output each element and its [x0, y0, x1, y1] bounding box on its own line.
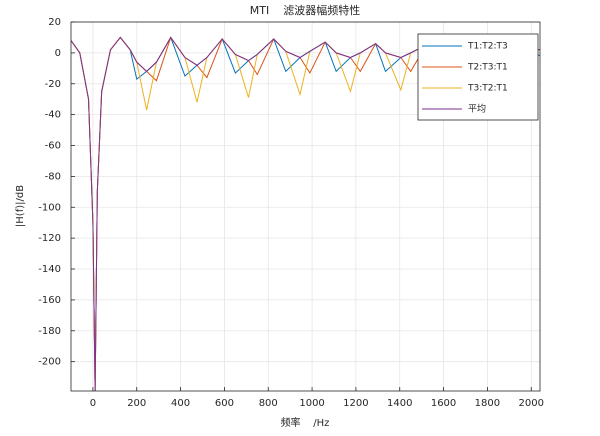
y-tick-label: -200	[38, 357, 61, 368]
y-tick-label: -80	[45, 171, 61, 182]
x-tick-label: 1000	[299, 398, 324, 409]
x-tick-label: 2000	[519, 398, 544, 409]
x-tick-label: 400	[171, 398, 190, 409]
x-tick-label: 1600	[431, 398, 456, 409]
y-tick-label: -120	[38, 233, 61, 244]
y-tick-label: 0	[55, 48, 61, 59]
y-tick-label: -140	[38, 264, 61, 275]
legend-label: T2:T3:T1	[467, 63, 508, 73]
legend-label: 平均	[468, 103, 486, 115]
x-tick-label: 0	[90, 398, 96, 409]
x-tick-label: 1400	[387, 398, 412, 409]
legend-box	[417, 33, 539, 121]
legend: T1:T2:T3 T2:T3:T1 T3:T2:T1 平均	[417, 33, 539, 121]
y-tick-label: 20	[48, 17, 61, 28]
y-tick-label: -180	[38, 326, 61, 337]
x-tick-label: 1200	[343, 398, 368, 409]
axes-box	[70, 21, 541, 392]
y-tick-label: -160	[38, 295, 61, 306]
y-axis-label: |H(f)|/dB	[15, 185, 26, 227]
x-tick-label: 600	[215, 398, 234, 409]
y-tick-label: -100	[38, 202, 61, 213]
x-tick-label: 800	[259, 398, 278, 409]
y-tick-label: -40	[45, 110, 61, 121]
grid	[71, 21, 540, 391]
legend-label: T3:T2:T1	[467, 84, 508, 94]
y-tick-label: -20	[45, 79, 61, 90]
x-axis-label: 频率 /Hz	[281, 416, 330, 429]
y-tick-label: -60	[45, 141, 61, 152]
x-tick-label: 1800	[475, 398, 500, 409]
chart-title: MTI 滤波器幅频特性	[250, 3, 360, 17]
x-tick-label: 200	[127, 398, 146, 409]
legend-label: T1:T2:T3	[467, 42, 508, 52]
